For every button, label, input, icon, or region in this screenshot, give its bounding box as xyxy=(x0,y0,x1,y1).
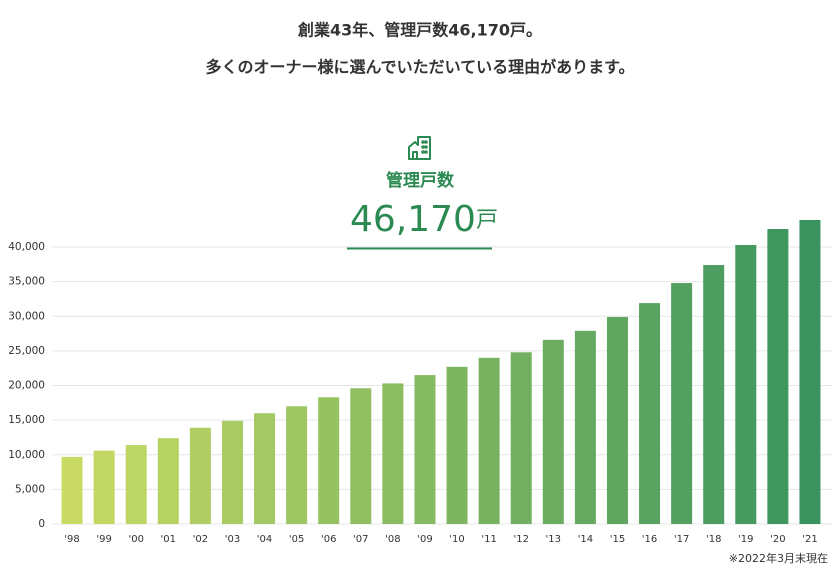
y-tick-label: 0 xyxy=(38,518,45,530)
headline: 創業43年、管理戸数46,170戸。 xyxy=(297,21,542,40)
bar xyxy=(125,445,147,524)
y-tick-label: 30,000 xyxy=(8,310,45,322)
bar xyxy=(606,316,628,524)
y-tick-label: 25,000 xyxy=(8,345,45,357)
bar xyxy=(510,352,532,524)
bar xyxy=(93,450,115,524)
x-tick-label: '03 xyxy=(225,534,240,545)
bar xyxy=(221,420,243,524)
x-tick-label: '20 xyxy=(770,534,785,545)
bar xyxy=(189,427,211,524)
bar xyxy=(735,244,757,524)
x-tick-label: '11 xyxy=(481,534,496,545)
metric-number: 46,170 xyxy=(350,199,476,240)
bar xyxy=(61,456,83,524)
headline: 多くのオーナー様に選んでいただいている理由があります。 xyxy=(205,58,634,77)
x-tick-label: '10 xyxy=(449,534,464,545)
x-tick-label: '19 xyxy=(738,534,753,545)
x-tick-label: '21 xyxy=(802,534,817,545)
y-tick-label: 35,000 xyxy=(8,276,45,288)
x-tick-label: '08 xyxy=(385,534,400,545)
x-tick-label: '98 xyxy=(64,534,79,545)
x-tick-label: '04 xyxy=(257,534,272,545)
x-tick-label: '17 xyxy=(674,534,689,545)
bar xyxy=(542,339,564,524)
y-tick-label: 15,000 xyxy=(8,414,45,426)
x-tick-label: '15 xyxy=(610,534,625,545)
x-tick-label: '05 xyxy=(289,534,304,545)
bar xyxy=(478,357,500,524)
x-tick-label: '14 xyxy=(578,534,593,545)
y-tick-label: 20,000 xyxy=(8,380,45,392)
x-tick-label: '16 xyxy=(642,534,657,545)
bar xyxy=(414,375,436,524)
bar xyxy=(382,383,404,524)
y-tick-label: 40,000 xyxy=(8,241,45,253)
bar xyxy=(799,220,821,524)
x-tick-label: '99 xyxy=(96,534,111,545)
bar xyxy=(767,229,789,524)
x-tick-label: '12 xyxy=(513,534,528,545)
x-tick-label: '06 xyxy=(321,534,336,545)
y-tick-label: 5,000 xyxy=(15,483,45,495)
bar xyxy=(639,303,661,524)
x-tick-label: '13 xyxy=(546,534,561,545)
metric-unit: 戸 xyxy=(476,208,498,233)
metric-title: 管理戸数 xyxy=(386,170,455,191)
bar xyxy=(157,438,179,524)
bar xyxy=(254,413,276,524)
bar xyxy=(703,265,725,524)
x-tick-label: '18 xyxy=(706,534,721,545)
footnote: ※2022年3月末現在 xyxy=(729,551,828,565)
bar xyxy=(318,397,340,524)
y-tick-label: 10,000 xyxy=(8,449,45,461)
bar xyxy=(574,330,596,524)
building-icon xyxy=(408,136,431,160)
x-tick-label: '01 xyxy=(161,534,176,545)
x-tick-label: '00 xyxy=(128,534,143,545)
bar xyxy=(446,366,468,524)
bar xyxy=(286,406,308,524)
x-tick-label: '07 xyxy=(353,534,368,545)
metric-value: 46,170戸 xyxy=(350,199,498,240)
x-tick-label: '09 xyxy=(417,534,432,545)
x-tick-label: '02 xyxy=(193,534,208,545)
bar xyxy=(671,283,693,524)
bar xyxy=(350,388,372,524)
